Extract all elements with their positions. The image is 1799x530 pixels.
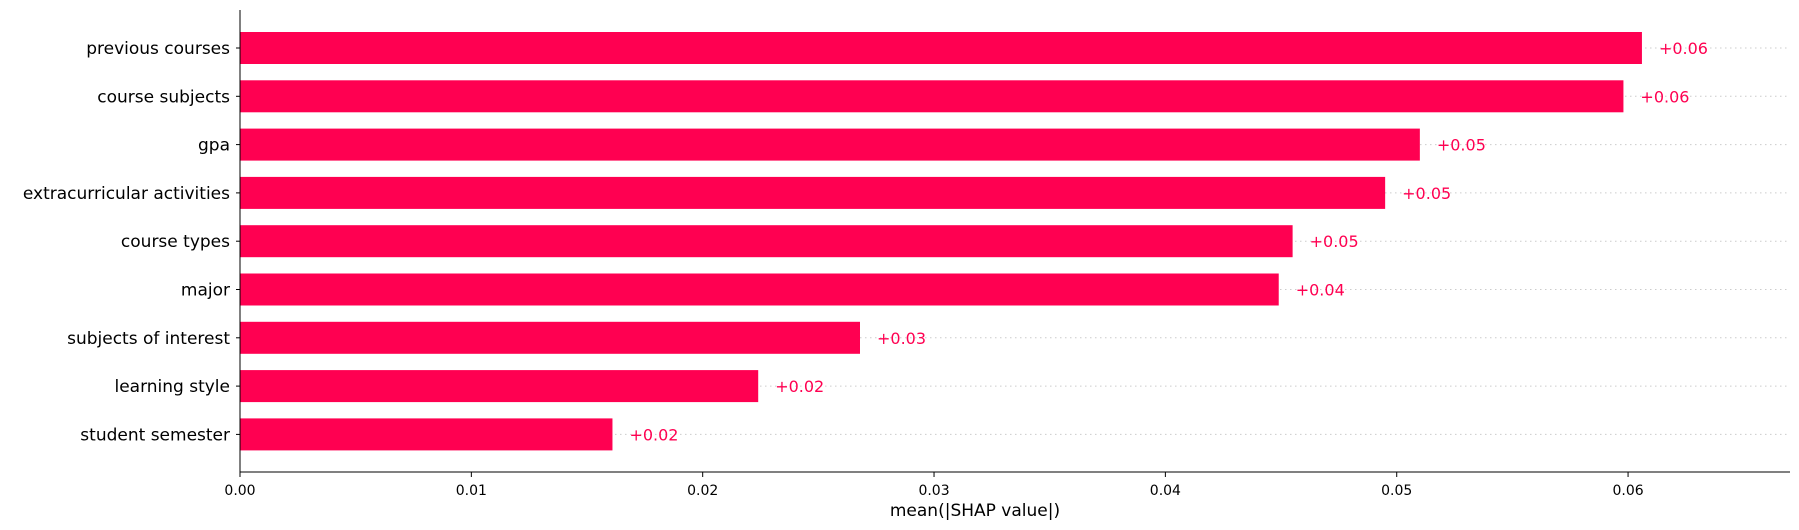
data-label: +0.02 (775, 377, 824, 396)
x-tick-label: 0.03 (918, 483, 949, 499)
bar (240, 128, 1420, 161)
data-label: +0.06 (1640, 87, 1689, 106)
data-label: +0.05 (1310, 232, 1359, 251)
x-tick-label: 0.02 (687, 483, 718, 499)
category-label: learning style (114, 377, 230, 397)
bar (240, 225, 1293, 258)
category-labels: previous courses course subjects gpa extrac… (23, 39, 230, 445)
category-label: student semester (80, 425, 230, 445)
axes: 0.00 0.01 0.02 0.03 0.04 0.05 0.06 (224, 10, 1790, 499)
category-label: course subjects (97, 87, 230, 107)
x-tick-label: 0.04 (1150, 483, 1181, 499)
data-label: +0.02 (629, 425, 678, 444)
category-label: course types (121, 232, 230, 252)
bar (240, 370, 759, 403)
x-tick-label: 0.01 (456, 483, 487, 499)
bar (240, 273, 1279, 306)
bar (240, 32, 1642, 64)
bars (240, 32, 1642, 451)
data-label: +0.05 (1402, 184, 1451, 203)
data-label: +0.05 (1437, 136, 1486, 155)
category-label: gpa (198, 136, 230, 156)
data-label: +0.06 (1659, 39, 1708, 58)
x-tick-label: 0.05 (1381, 483, 1412, 499)
bar (240, 80, 1624, 113)
category-label: extracurricular activities (23, 184, 230, 204)
data-label: +0.04 (1296, 281, 1345, 300)
bar (240, 321, 860, 354)
x-axis-title: mean(|SHAP value|) (890, 501, 1060, 521)
x-tick-label: 0.06 (1612, 483, 1643, 499)
data-label: +0.03 (877, 329, 926, 348)
bar (240, 176, 1386, 209)
x-tick-label: 0.00 (224, 483, 255, 499)
category-label: subjects of interest (67, 329, 230, 349)
bar (240, 418, 613, 451)
category-label: previous courses (86, 39, 230, 59)
data-labels: +0.06 +0.06 +0.05 +0.05 +0.05 +0.04 +0.03 +0.02… (629, 39, 1708, 444)
category-label: major (181, 281, 230, 301)
